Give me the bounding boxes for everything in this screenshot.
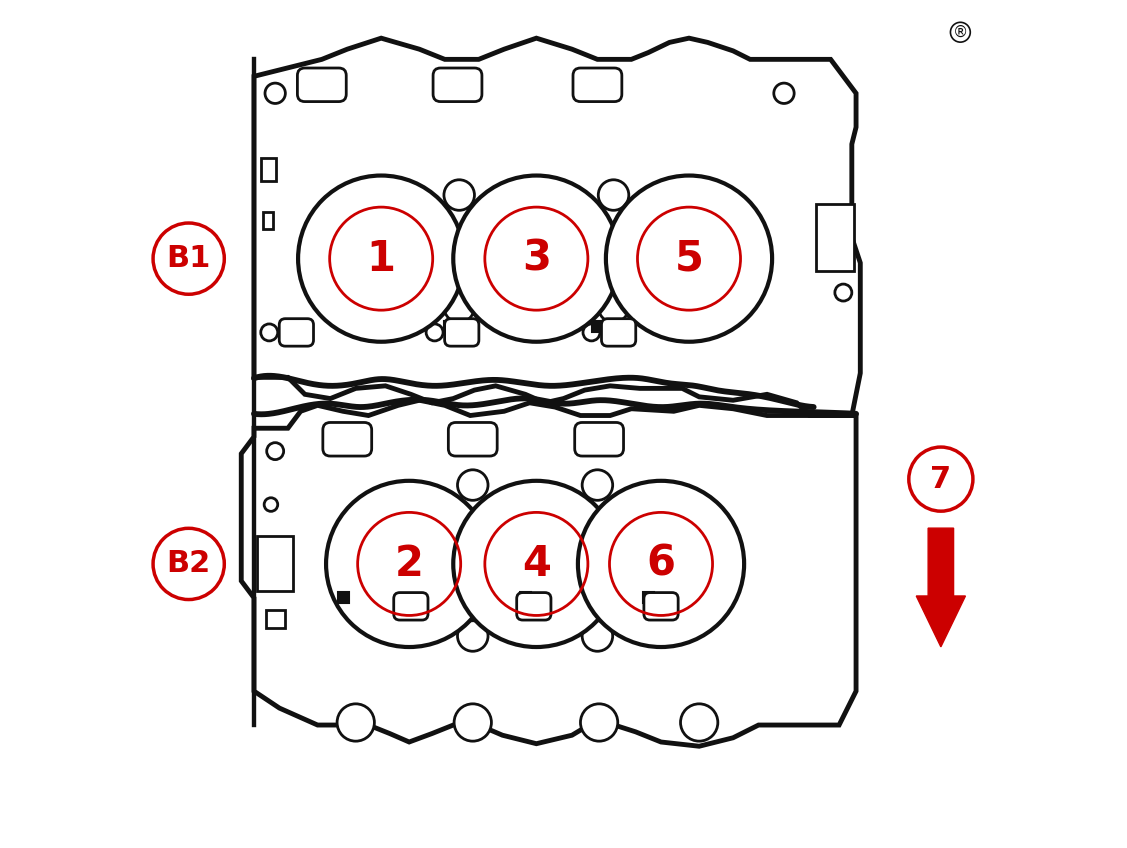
FancyBboxPatch shape	[279, 319, 313, 346]
Circle shape	[598, 292, 629, 322]
Polygon shape	[241, 400, 857, 746]
Circle shape	[458, 470, 488, 500]
FancyBboxPatch shape	[257, 537, 293, 592]
Circle shape	[458, 621, 488, 651]
FancyBboxPatch shape	[285, 321, 296, 332]
FancyBboxPatch shape	[449, 422, 497, 456]
Circle shape	[326, 481, 492, 647]
FancyBboxPatch shape	[264, 212, 274, 229]
Circle shape	[444, 180, 474, 210]
FancyBboxPatch shape	[642, 592, 654, 604]
Circle shape	[337, 704, 374, 741]
FancyBboxPatch shape	[445, 319, 479, 346]
Text: 6: 6	[647, 543, 675, 585]
Circle shape	[578, 481, 744, 647]
Circle shape	[298, 176, 464, 342]
Circle shape	[606, 176, 772, 342]
FancyBboxPatch shape	[520, 592, 531, 604]
FancyBboxPatch shape	[516, 593, 551, 620]
FancyBboxPatch shape	[575, 422, 623, 456]
Polygon shape	[254, 38, 860, 416]
FancyBboxPatch shape	[573, 68, 622, 102]
Text: B1: B1	[167, 244, 211, 273]
FancyBboxPatch shape	[602, 319, 636, 346]
Circle shape	[454, 704, 491, 741]
FancyBboxPatch shape	[337, 592, 348, 604]
Text: 1: 1	[366, 237, 396, 280]
Circle shape	[444, 292, 474, 322]
Circle shape	[598, 180, 629, 210]
Text: 7: 7	[930, 465, 951, 494]
Text: ®: ®	[952, 25, 968, 40]
FancyBboxPatch shape	[816, 204, 854, 271]
Text: B2: B2	[167, 550, 211, 578]
FancyBboxPatch shape	[260, 158, 276, 181]
Circle shape	[453, 481, 620, 647]
Circle shape	[583, 470, 613, 500]
FancyBboxPatch shape	[444, 321, 454, 332]
Circle shape	[453, 176, 620, 342]
FancyBboxPatch shape	[298, 68, 346, 102]
Circle shape	[580, 704, 618, 741]
FancyBboxPatch shape	[266, 610, 284, 628]
Circle shape	[583, 621, 613, 651]
Text: 2: 2	[394, 543, 424, 585]
FancyBboxPatch shape	[322, 422, 372, 456]
FancyBboxPatch shape	[592, 321, 603, 332]
FancyBboxPatch shape	[393, 593, 428, 620]
Circle shape	[681, 704, 718, 741]
Text: 4: 4	[522, 543, 551, 585]
Text: 3: 3	[522, 237, 551, 280]
FancyBboxPatch shape	[433, 68, 482, 102]
Text: 5: 5	[675, 237, 703, 280]
FancyBboxPatch shape	[644, 593, 678, 620]
FancyArrow shape	[916, 528, 966, 647]
